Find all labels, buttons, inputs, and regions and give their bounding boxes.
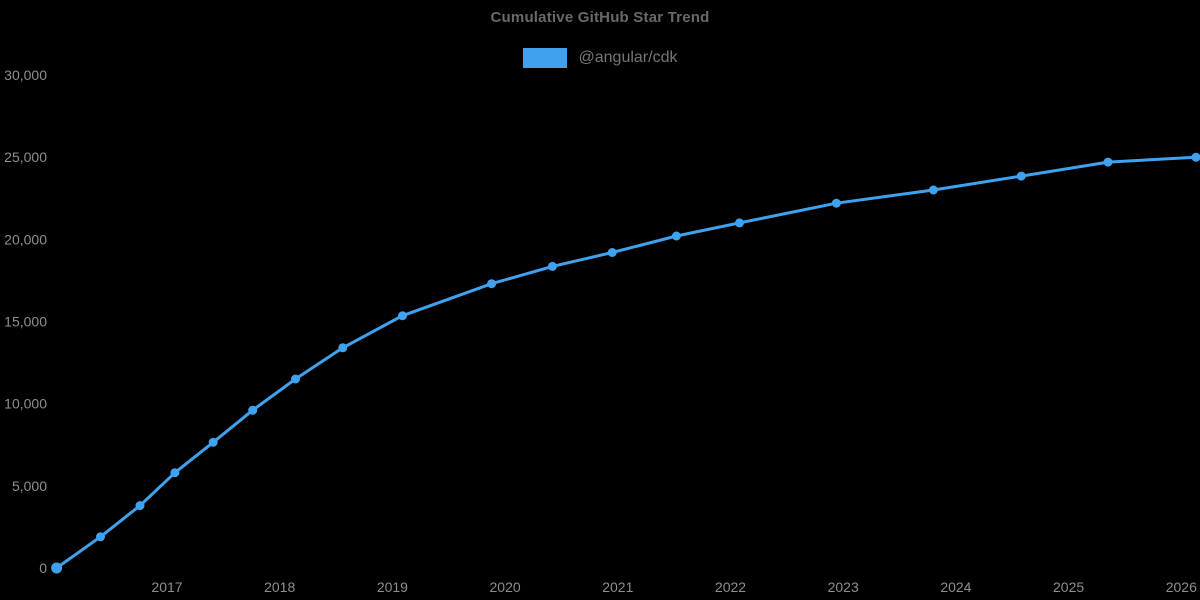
data-point-marker: [547, 261, 557, 271]
y-axis-tick-label: 0: [39, 560, 47, 576]
data-point-marker: [1191, 152, 1200, 162]
data-point-marker: [928, 185, 938, 195]
data-point-marker: [607, 248, 617, 257]
x-axis-tick-label: 2022: [715, 579, 746, 595]
data-point-marker: [170, 468, 180, 478]
data-point-marker: [208, 437, 218, 447]
y-axis-tick-label: 20,000: [4, 231, 47, 247]
x-axis-tick-label: 2023: [828, 579, 859, 595]
legend-swatch: [522, 48, 567, 68]
chart-title: Cumulative GitHub Star Trend: [490, 9, 710, 26]
series-line: [55, 155, 1198, 570]
data-point-marker: [398, 311, 407, 321]
data-point-marker: [338, 343, 348, 353]
x-axis-tick-label: 2026: [1166, 579, 1197, 595]
data-point-marker: [1016, 171, 1026, 181]
x-axis-tick-label: 2020: [490, 579, 521, 595]
data-point-marker: [487, 279, 497, 289]
y-axis-tick-label: 15,000: [4, 314, 47, 330]
data-point-marker: [1103, 157, 1113, 167]
x-axis-tick-label: 2017: [151, 579, 182, 595]
x-axis-tick-label: 2021: [602, 579, 633, 595]
legend[interactable]: @angular/cdk: [0, 48, 1200, 68]
data-point-marker: [96, 532, 105, 542]
data-point-marker: [831, 198, 841, 208]
x-axis-tick-label: 2025: [1053, 579, 1084, 595]
data-point-marker: [735, 218, 744, 228]
data-point-marker: [51, 562, 63, 574]
x-axis-tick-label: 2019: [377, 579, 408, 595]
y-axis-tick-label: 10,000: [4, 396, 47, 412]
y-axis-tick-label: 5,000: [12, 478, 47, 494]
x-axis-tick-label: 2018: [264, 579, 295, 595]
y-axis-tick-label: 25,000: [4, 149, 47, 165]
data-point-marker: [135, 501, 145, 511]
y-axis-tick-label: 30,000: [4, 67, 47, 83]
data-point-marker: [671, 231, 681, 241]
data-point-marker: [291, 374, 300, 384]
x-axis-tick-label: 2024: [940, 579, 971, 595]
data-point-marker: [248, 405, 258, 415]
legend-label: @angular/cdk: [578, 49, 678, 66]
